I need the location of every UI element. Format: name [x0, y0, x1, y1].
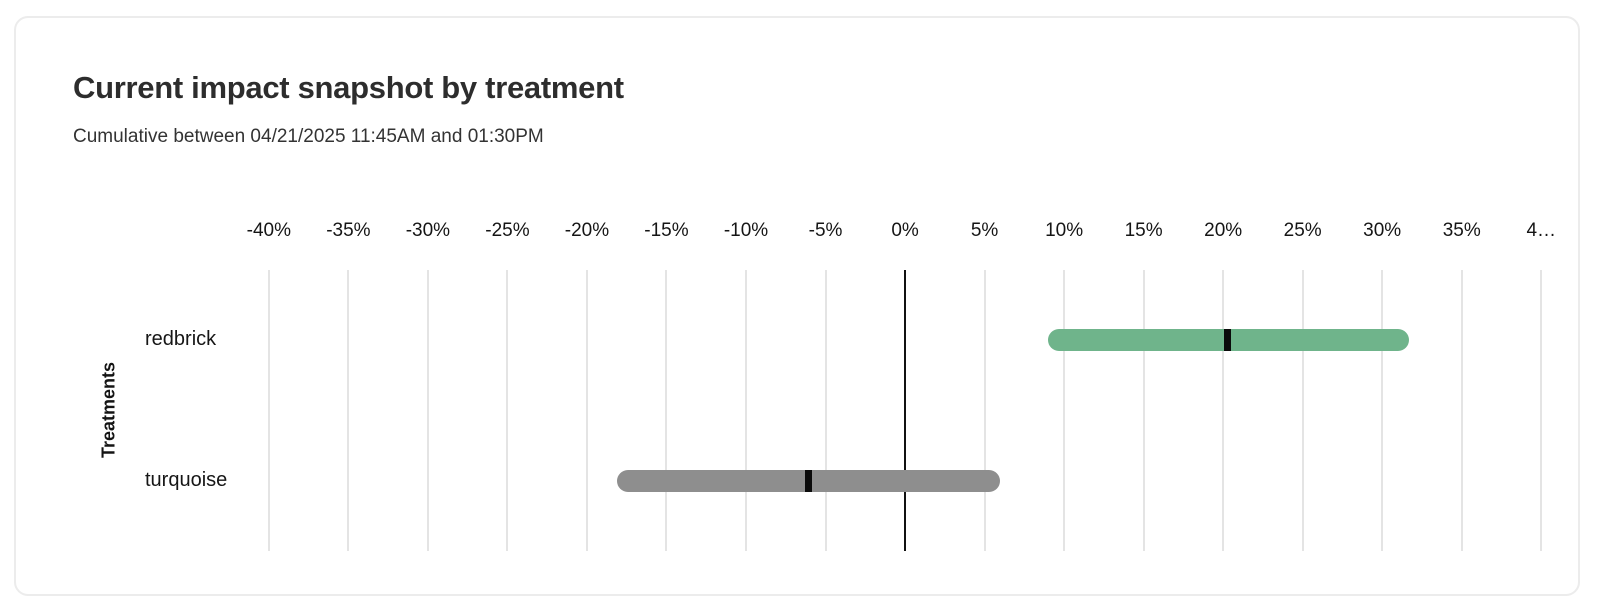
x-tick-label: 0% [891, 220, 919, 241]
chart-subtitle: Cumulative between 04/21/2025 11:45AM an… [73, 126, 544, 147]
zero-baseline [904, 270, 907, 551]
chart-title: Current impact snapshot by treatment [73, 70, 624, 105]
gridline [1460, 270, 1463, 551]
x-tick-label: -15% [644, 220, 689, 241]
x-tick-label: 30% [1363, 220, 1402, 241]
gridline [665, 270, 668, 551]
gridline [1063, 270, 1066, 551]
x-tick-label: 5% [970, 220, 999, 241]
category-label-turquoise: turquoise [145, 468, 228, 491]
gridline [824, 270, 827, 551]
x-tick-label: -25% [485, 220, 530, 241]
x-tick-label: 25% [1283, 220, 1322, 241]
x-tick-label: -40% [246, 220, 292, 241]
category-labels: redbrick turquoise [145, 270, 255, 551]
gridline [347, 270, 350, 551]
x-tick-label: -35% [326, 220, 371, 241]
y-axis-title: Treatments [98, 361, 119, 459]
x-tick-label: 20% [1204, 220, 1243, 241]
gridline [267, 270, 270, 551]
gridline [1301, 270, 1304, 551]
gridline [1381, 270, 1384, 551]
x-tick-label: -5% [808, 220, 843, 241]
point-estimate-marker-redbrick [1224, 329, 1232, 352]
x-tick-label: 35% [1442, 220, 1481, 241]
impact-snapshot-card: Current impact snapshot by treatment Cum… [14, 16, 1580, 596]
gridline [983, 270, 986, 551]
x-tick-label: 10% [1045, 220, 1084, 241]
x-tick-label: 4… [1526, 220, 1557, 241]
category-label-redbrick: redbrick [145, 328, 217, 351]
x-axis-tick-labels: -40% -35% -30% -25% -20% -15% -10% -5% 0% 5% 10% 15… [245, 220, 1581, 246]
gridline [1540, 270, 1543, 551]
gridline [585, 270, 588, 551]
gridline [1142, 270, 1145, 551]
x-tick-label: -20% [564, 220, 610, 241]
x-tick-label: 15% [1124, 220, 1163, 241]
plot-area [245, 270, 1581, 551]
point-estimate-marker-turquoise [804, 469, 812, 492]
gridline [745, 270, 747, 551]
gridline [1222, 270, 1225, 551]
gridline [506, 270, 509, 551]
x-tick-label: -10% [723, 220, 769, 241]
gridline [426, 270, 429, 551]
x-tick-label: -30% [405, 220, 451, 241]
